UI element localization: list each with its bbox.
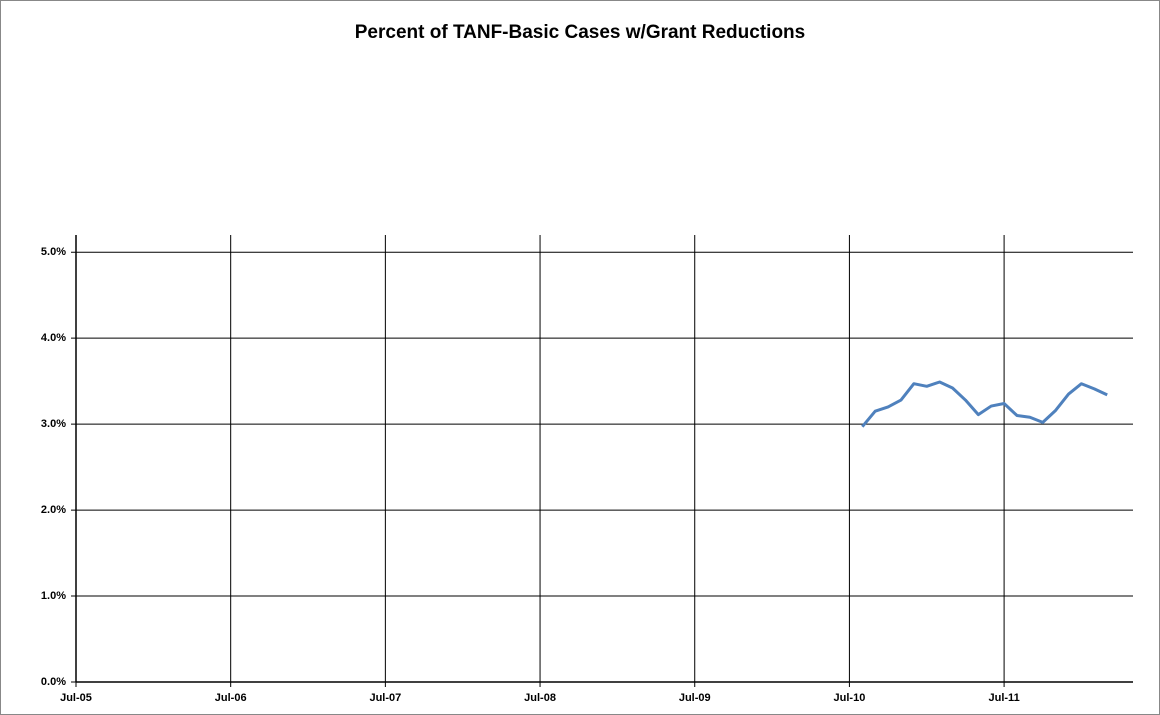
x-tick-label: Jul-06 — [215, 692, 247, 704]
y-tick-label: 1.0% — [41, 590, 66, 602]
y-tick-label: 0.0% — [41, 676, 66, 688]
line — [861, 380, 1108, 428]
x-tick-label: Jul-07 — [369, 692, 401, 704]
x-tick-label: Jul-05 — [60, 692, 92, 704]
y-tick-label: 3.0% — [41, 418, 66, 430]
x-tick-label: Jul-08 — [524, 692, 556, 704]
y-tick-label: 4.0% — [41, 332, 66, 344]
y-tick-label: 2.0% — [41, 504, 66, 516]
x-tick-label: Jul-09 — [679, 692, 711, 704]
x-tick-label: Jul-11 — [989, 692, 1020, 704]
chart-title: Percent of TANF-Basic Cases w/Grant Redu… — [355, 22, 805, 43]
x-tick-label: Jul-10 — [834, 692, 866, 704]
y-tick-label: 5.0% — [41, 246, 66, 258]
